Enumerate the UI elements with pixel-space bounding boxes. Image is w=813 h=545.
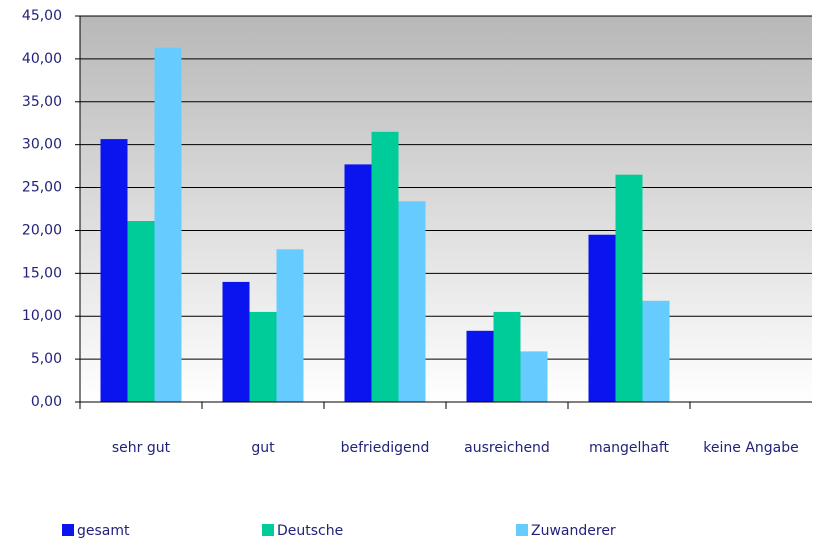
y-tick-label: 40,00 [22, 51, 62, 67]
bar [615, 174, 643, 402]
x-tick-label: sehr gut [80, 430, 202, 466]
bar [588, 234, 616, 402]
legend-label: gesamt [77, 523, 130, 539]
y-tick-label: 15,00 [22, 265, 62, 281]
bar [493, 311, 521, 402]
x-tick-label-text: befriedigend [340, 440, 430, 456]
bar [344, 164, 372, 402]
x-tick-label-text: sehr gut [111, 440, 171, 456]
y-tick-label: 20,00 [22, 222, 62, 238]
y-tick-label: 5,00 [31, 351, 62, 367]
legend-swatch [516, 524, 528, 536]
y-tick-label: 25,00 [22, 180, 62, 196]
bar [100, 139, 128, 402]
y-tick-label: 10,00 [22, 308, 62, 324]
legend-swatch [262, 524, 274, 536]
x-tick-label: ausreichend [446, 430, 568, 466]
bar [642, 300, 670, 402]
legend-swatch [62, 524, 74, 536]
legend-label: Deutsche [277, 523, 343, 539]
bar [249, 311, 277, 402]
plot-area [80, 16, 812, 402]
bar [222, 281, 250, 402]
y-tick-label: 30,00 [22, 137, 62, 153]
x-tick-label-text: keine Angabe [703, 440, 799, 456]
legend-label: Zuwanderer [531, 523, 616, 539]
x-tick-label-text: mangelhaft [588, 440, 670, 456]
bar [398, 201, 426, 402]
x-tick-label: mangelhaft [568, 430, 690, 466]
bar [154, 47, 182, 402]
x-tick-label: gut [202, 430, 324, 466]
x-tick-label: befriedigend [324, 430, 446, 466]
bar [127, 221, 155, 402]
y-tick-label: 0,00 [31, 394, 62, 410]
bar [520, 351, 548, 402]
y-tick-label: 35,00 [22, 94, 62, 110]
x-tick-label: keine Angabe [690, 430, 812, 466]
x-tick-label-text: ausreichend [464, 440, 550, 456]
bar [276, 249, 304, 402]
bar [466, 330, 494, 402]
bar [371, 131, 399, 403]
x-tick-label-text: gut [251, 440, 275, 456]
y-tick-label: 45,00 [22, 8, 62, 24]
